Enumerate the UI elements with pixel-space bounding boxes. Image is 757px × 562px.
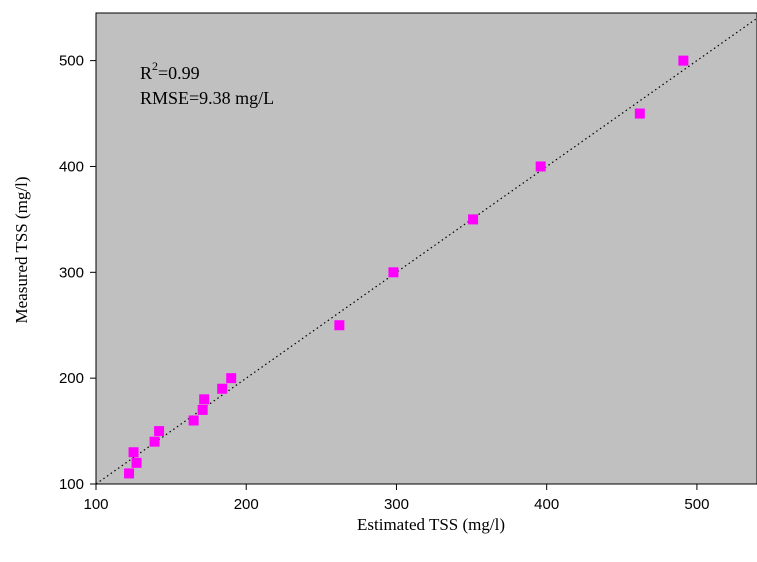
- data-point-3: [149, 436, 160, 447]
- x-axis: 100 200 300 400 500: [83, 484, 709, 513]
- data-point-10: [334, 320, 345, 331]
- data-point-9: [226, 373, 237, 384]
- data-point-8: [217, 383, 228, 394]
- x-tick-label-0: 100: [83, 496, 108, 513]
- data-point-1: [128, 447, 139, 458]
- y-tick-label-4: 500: [59, 53, 84, 70]
- data-point-6: [197, 404, 208, 415]
- y-axis: 100 200 300 400 500: [59, 53, 96, 493]
- data-point-11: [388, 267, 399, 278]
- plot-area: [95, 12, 757, 485]
- rmse-annotation: RMSE=9.38 mg/L: [140, 88, 274, 108]
- data-point-14: [634, 108, 645, 119]
- data-point-2: [131, 457, 142, 468]
- y-axis-title: Measured TSS (mg/l): [12, 176, 31, 323]
- data-point-7: [199, 394, 210, 405]
- r-squared-annotation: R2=0.99: [140, 59, 200, 83]
- data-point-13: [535, 161, 546, 172]
- data-point-0: [124, 468, 135, 479]
- data-point-15: [678, 55, 689, 66]
- data-point-4: [154, 426, 165, 437]
- data-point-12: [468, 214, 479, 225]
- x-tick-label-2: 300: [384, 496, 409, 513]
- y-tick-label-2: 300: [59, 264, 84, 281]
- x-tick-label-3: 400: [534, 496, 559, 513]
- x-axis-title: Estimated TSS (mg/l): [357, 515, 505, 534]
- y-tick-label-1: 200: [59, 370, 84, 387]
- data-point-5: [188, 415, 199, 426]
- x-tick-label-1: 200: [234, 496, 259, 513]
- y-tick-label-0: 100: [59, 476, 84, 493]
- x-tick-label-4: 500: [684, 496, 709, 513]
- data-points: [124, 55, 689, 479]
- y-tick-label-3: 400: [59, 158, 84, 175]
